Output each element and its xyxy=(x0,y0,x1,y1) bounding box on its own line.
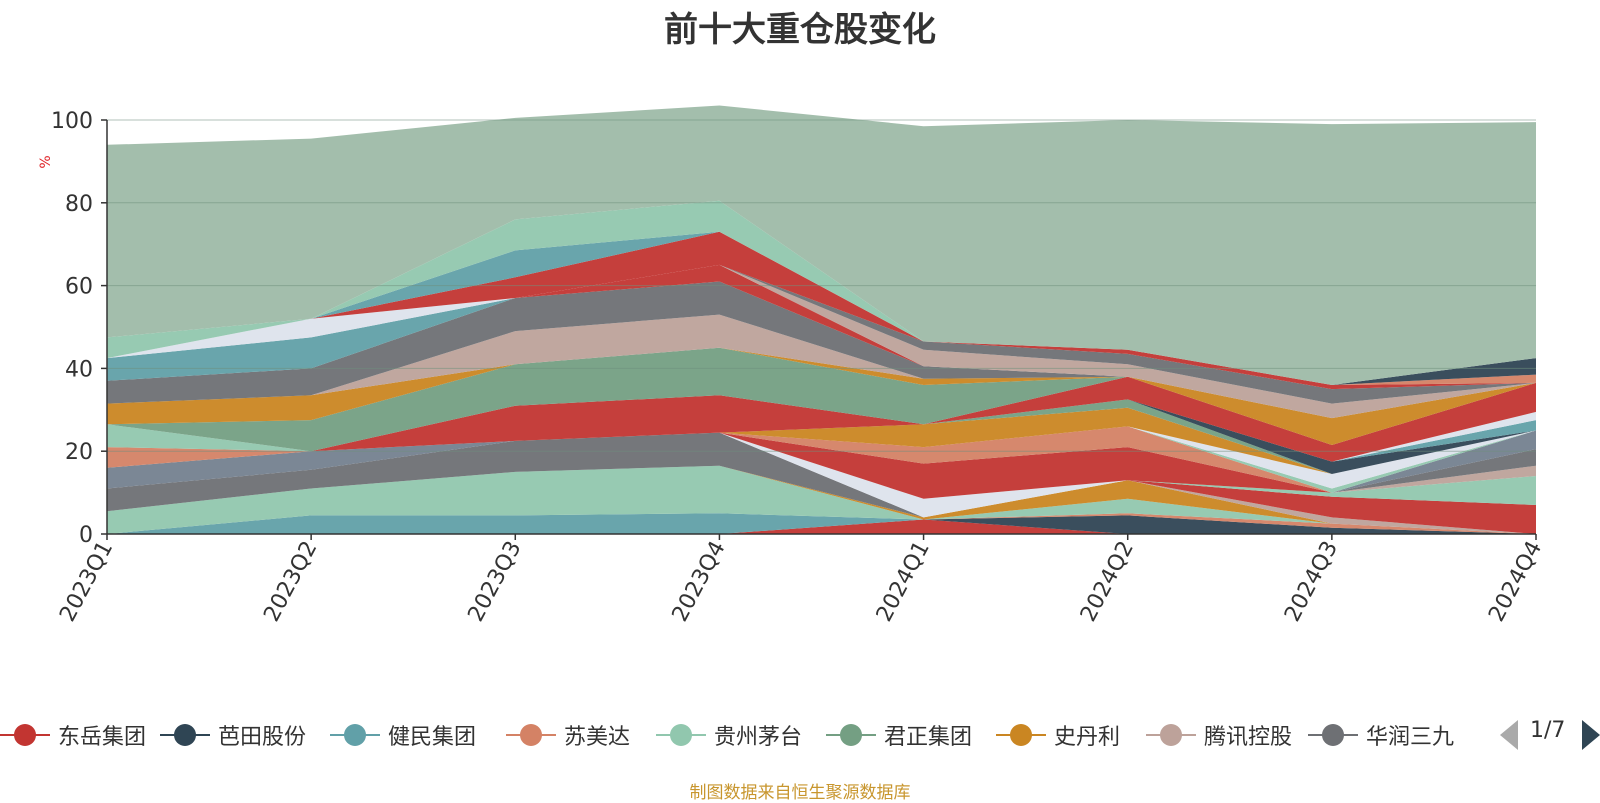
legend-item[interactable]: 东岳集团 xyxy=(0,710,146,760)
source-note: 制图数据来自恒生聚源数据库 xyxy=(689,783,911,803)
x-tick-label: 2024Q2 xyxy=(1076,537,1139,626)
area-band-11 xyxy=(107,432,1536,518)
legend-pager: 1/7 xyxy=(1500,716,1600,756)
legend-label: 苏美达 xyxy=(564,725,631,750)
legend-item[interactable]: 腾讯控股 xyxy=(1146,710,1292,760)
x-tick-label: 2023Q1 xyxy=(55,537,118,626)
y-tick-label: 20 xyxy=(65,440,93,465)
legend-label: 贵州茅台 xyxy=(714,725,803,750)
pager-prev-icon[interactable] xyxy=(1500,720,1518,750)
area-band-20 xyxy=(107,399,1536,474)
legend-marker-icon xyxy=(330,720,380,750)
y-tick-label: 100 xyxy=(51,109,93,134)
x-tick-label: 2023Q3 xyxy=(464,537,527,626)
y-tick-label: 60 xyxy=(65,275,93,300)
x-tick-label: 2024Q4 xyxy=(1484,537,1547,626)
y-axis-unit-label: % xyxy=(38,155,54,168)
legend-label: 腾讯控股 xyxy=(1204,725,1293,750)
axes xyxy=(101,119,1537,540)
legend: 东岳集团 芭田股份 健民集团 苏美达 贵州茅台 君正集团 史丹利 腾讯控股 华润三九 xyxy=(0,710,1500,760)
area-band-10 xyxy=(107,432,1536,518)
y-tick-label: 0 xyxy=(79,523,93,548)
area-band-43 xyxy=(107,105,1536,385)
x-tick-labels: 2023Q1 2023Q2 2023Q3 2023Q4 2024Q1 2024Q2 2024… xyxy=(55,537,1547,626)
legend-marker-icon xyxy=(160,720,210,750)
area-band-40 xyxy=(107,231,1536,385)
area-series-group xyxy=(107,105,1536,534)
gridlines xyxy=(107,119,1536,452)
legend-marker-icon xyxy=(656,720,706,750)
area-band-24 xyxy=(107,376,1536,462)
area-band-3 xyxy=(107,513,1536,534)
pager-page-indicator: 1/7 xyxy=(1530,718,1566,743)
legend-marker-icon xyxy=(506,720,556,750)
x-tick-label: 2024Q3 xyxy=(1280,537,1343,626)
legend-marker-icon xyxy=(1146,720,1196,750)
y-tick-labels: 0 20 40 60 80 100 xyxy=(51,109,93,548)
area-band-42 xyxy=(107,200,1536,385)
legend-item[interactable]: 芭田股份 xyxy=(160,710,306,760)
area-band-33 xyxy=(107,264,1536,419)
area-band-28 xyxy=(107,347,1536,425)
area-band-2 xyxy=(107,513,1536,534)
y-tick-label: 80 xyxy=(65,192,93,217)
area-band-1 xyxy=(107,515,1536,534)
legend-marker-icon xyxy=(1308,720,1358,750)
area-band-38 xyxy=(107,264,1536,385)
legend-item[interactable]: 健民集团 xyxy=(330,710,476,760)
legend-label: 史丹利 xyxy=(1054,725,1121,750)
area-band-12 xyxy=(107,432,1536,499)
legend-marker-icon xyxy=(996,720,1046,750)
area-band-16 xyxy=(107,426,1536,489)
area-band-13 xyxy=(107,426,1536,493)
legend-item[interactable]: 华润三九 xyxy=(1308,710,1454,760)
area-band-26 xyxy=(107,376,1536,452)
legend-item[interactable]: 史丹利 xyxy=(996,710,1120,760)
x-tick-label: 2023Q4 xyxy=(668,537,731,626)
legend-label: 君正集团 xyxy=(884,725,973,750)
area-band-4 xyxy=(107,465,1536,534)
area-band-30 xyxy=(107,281,1536,419)
legend-label: 东岳集团 xyxy=(58,725,147,750)
legend-item[interactable]: 苏美达 xyxy=(506,710,630,760)
legend-item[interactable]: 贵州茅台 xyxy=(656,710,802,760)
area-band-27 xyxy=(107,347,1536,452)
area-band-25 xyxy=(107,376,1536,452)
area-band-7 xyxy=(107,465,1536,534)
x-tick-label: 2024Q1 xyxy=(872,537,935,626)
legend-marker-icon xyxy=(0,720,50,750)
chart-title: 前十大重仓股变化 xyxy=(664,10,936,50)
area-band-18 xyxy=(107,407,1536,474)
area-band-41 xyxy=(107,231,1536,385)
legend-marker-icon xyxy=(826,720,876,750)
legend-label: 芭田股份 xyxy=(218,725,307,750)
pager-next-icon[interactable] xyxy=(1582,720,1600,750)
x-tick-label: 2023Q2 xyxy=(259,537,322,626)
legend-item[interactable]: 君正集团 xyxy=(826,710,972,760)
legend-label: 健民集团 xyxy=(388,725,477,750)
y-tick-label: 40 xyxy=(65,357,93,382)
legend-label: 华润三九 xyxy=(1366,725,1455,750)
area-band-34 xyxy=(107,264,1536,404)
